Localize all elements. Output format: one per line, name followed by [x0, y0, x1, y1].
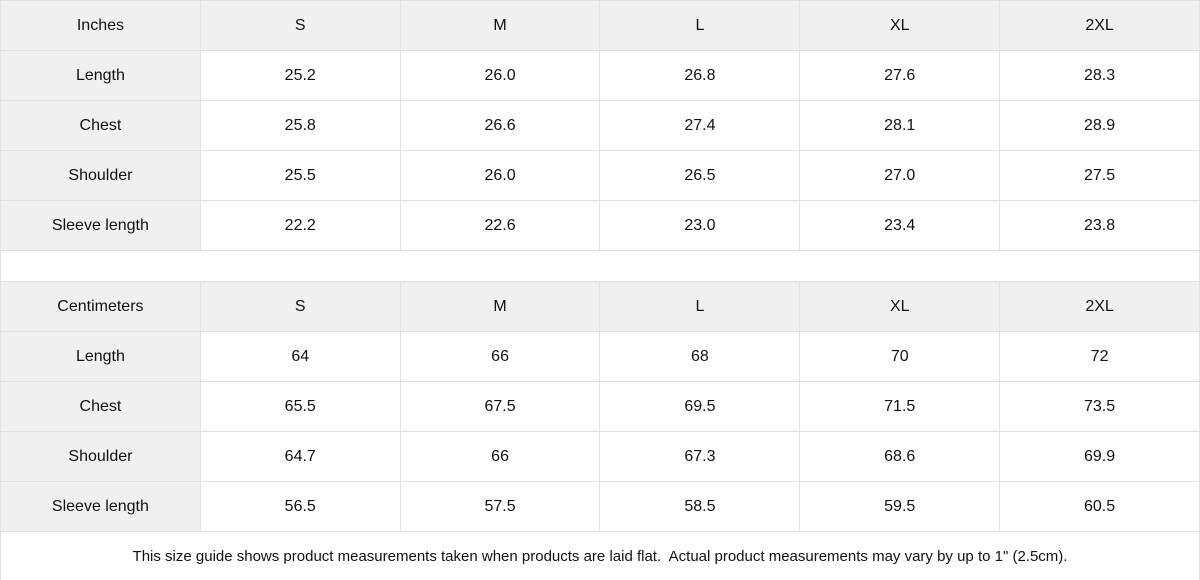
size-value: 26.6: [399, 100, 601, 151]
row-label: Length: [0, 331, 201, 382]
size-value: 26.5: [599, 150, 801, 201]
column-header-2xl: 2XL: [999, 0, 1200, 51]
row-label: Shoulder: [0, 431, 201, 482]
size-value: 64.7: [199, 431, 401, 482]
size-value: 68.6: [799, 431, 1001, 482]
size-value: 56.5: [199, 481, 401, 532]
column-header-s: S: [199, 0, 401, 51]
centimeters-table-head: Centimeters S M L XL 2XL: [0, 281, 1200, 332]
size-value: 67.3: [599, 431, 801, 482]
size-value: 23.4: [799, 200, 1001, 251]
column-header-s: S: [199, 281, 401, 332]
column-header-l: L: [599, 281, 801, 332]
size-value: 69.5: [599, 381, 801, 432]
size-value: 28.9: [999, 100, 1200, 151]
size-value: 58.5: [599, 481, 801, 532]
size-value: 23.0: [599, 200, 801, 251]
unit-header-cell: Inches: [0, 0, 201, 51]
row-label: Chest: [0, 100, 201, 151]
size-guide-note: This size guide shows product measuremen…: [132, 548, 1068, 565]
table-row: Chest 65.5 67.5 69.5 71.5 73.5: [0, 381, 1200, 432]
table-row: Sleeve length 56.5 57.5 58.5 59.5 60.5: [0, 481, 1200, 532]
size-value: 28.1: [799, 100, 1001, 151]
size-value: 25.5: [199, 150, 401, 201]
unit-header-cell: Centimeters: [0, 281, 201, 332]
row-label: Length: [0, 50, 201, 101]
size-value: 23.8: [999, 200, 1200, 251]
size-table-centimeters: Centimeters S M L XL 2XL Length 64 66 68…: [0, 281, 1200, 532]
size-value: 27.5: [999, 150, 1200, 201]
table-header-row: Centimeters S M L XL 2XL: [0, 281, 1200, 332]
size-value: 69.9: [999, 431, 1200, 482]
size-table-inches: Inches S M L XL 2XL Length 25.2 26.0 26.…: [0, 0, 1200, 251]
table-header-row: Inches S M L XL 2XL: [0, 0, 1200, 51]
size-value: 25.2: [199, 50, 401, 101]
size-value: 27.0: [799, 150, 1001, 201]
size-value: 72: [999, 331, 1200, 382]
size-value: 68: [599, 331, 801, 382]
size-value: 66: [399, 331, 601, 382]
column-header-xl: XL: [799, 0, 1001, 51]
column-header-m: M: [399, 281, 601, 332]
size-value: 22.6: [399, 200, 601, 251]
row-label: Sleeve length: [0, 200, 201, 251]
size-value: 66: [399, 431, 601, 482]
table-row: Chest 25.8 26.6 27.4 28.1 28.9: [0, 100, 1200, 151]
size-value: 26.0: [399, 150, 601, 201]
size-value: 25.8: [199, 100, 401, 151]
table-row: Shoulder 64.7 66 67.3 68.6 69.9: [0, 431, 1200, 482]
centimeters-table-body: Length 64 66 68 70 72 Chest 65.5 67.5 69…: [0, 331, 1200, 532]
size-value: 26.8: [599, 50, 801, 101]
size-value: 73.5: [999, 381, 1200, 432]
table-row: Shoulder 25.5 26.0 26.5 27.0 27.5: [0, 150, 1200, 201]
size-value: 60.5: [999, 481, 1200, 532]
row-label: Sleeve length: [0, 481, 201, 532]
column-header-2xl: 2XL: [999, 281, 1200, 332]
size-value: 26.0: [399, 50, 601, 101]
row-label: Chest: [0, 381, 201, 432]
size-value: 27.6: [799, 50, 1001, 101]
row-label: Shoulder: [0, 150, 201, 201]
table-row: Length 25.2 26.0 26.8 27.6 28.3: [0, 50, 1200, 101]
column-header-m: M: [399, 0, 601, 51]
table-spacer: [0, 251, 1200, 281]
inches-table-body: Length 25.2 26.0 26.8 27.6 28.3 Chest 25…: [0, 50, 1200, 251]
column-header-l: L: [599, 0, 801, 51]
column-header-xl: XL: [799, 281, 1001, 332]
size-value: 59.5: [799, 481, 1001, 532]
size-value: 57.5: [399, 481, 601, 532]
size-value: 27.4: [599, 100, 801, 151]
size-value: 65.5: [199, 381, 401, 432]
size-value: 71.5: [799, 381, 1001, 432]
size-value: 22.2: [199, 200, 401, 251]
size-value: 67.5: [399, 381, 601, 432]
inches-table-head: Inches S M L XL 2XL: [0, 0, 1200, 51]
size-value: 64: [199, 331, 401, 382]
table-row: Length 64 66 68 70 72: [0, 331, 1200, 382]
size-value: 70: [799, 331, 1001, 382]
size-guide-footer: This size guide shows product measuremen…: [0, 532, 1200, 580]
table-row: Sleeve length 22.2 22.6 23.0 23.4 23.8: [0, 200, 1200, 251]
size-value: 28.3: [999, 50, 1200, 101]
